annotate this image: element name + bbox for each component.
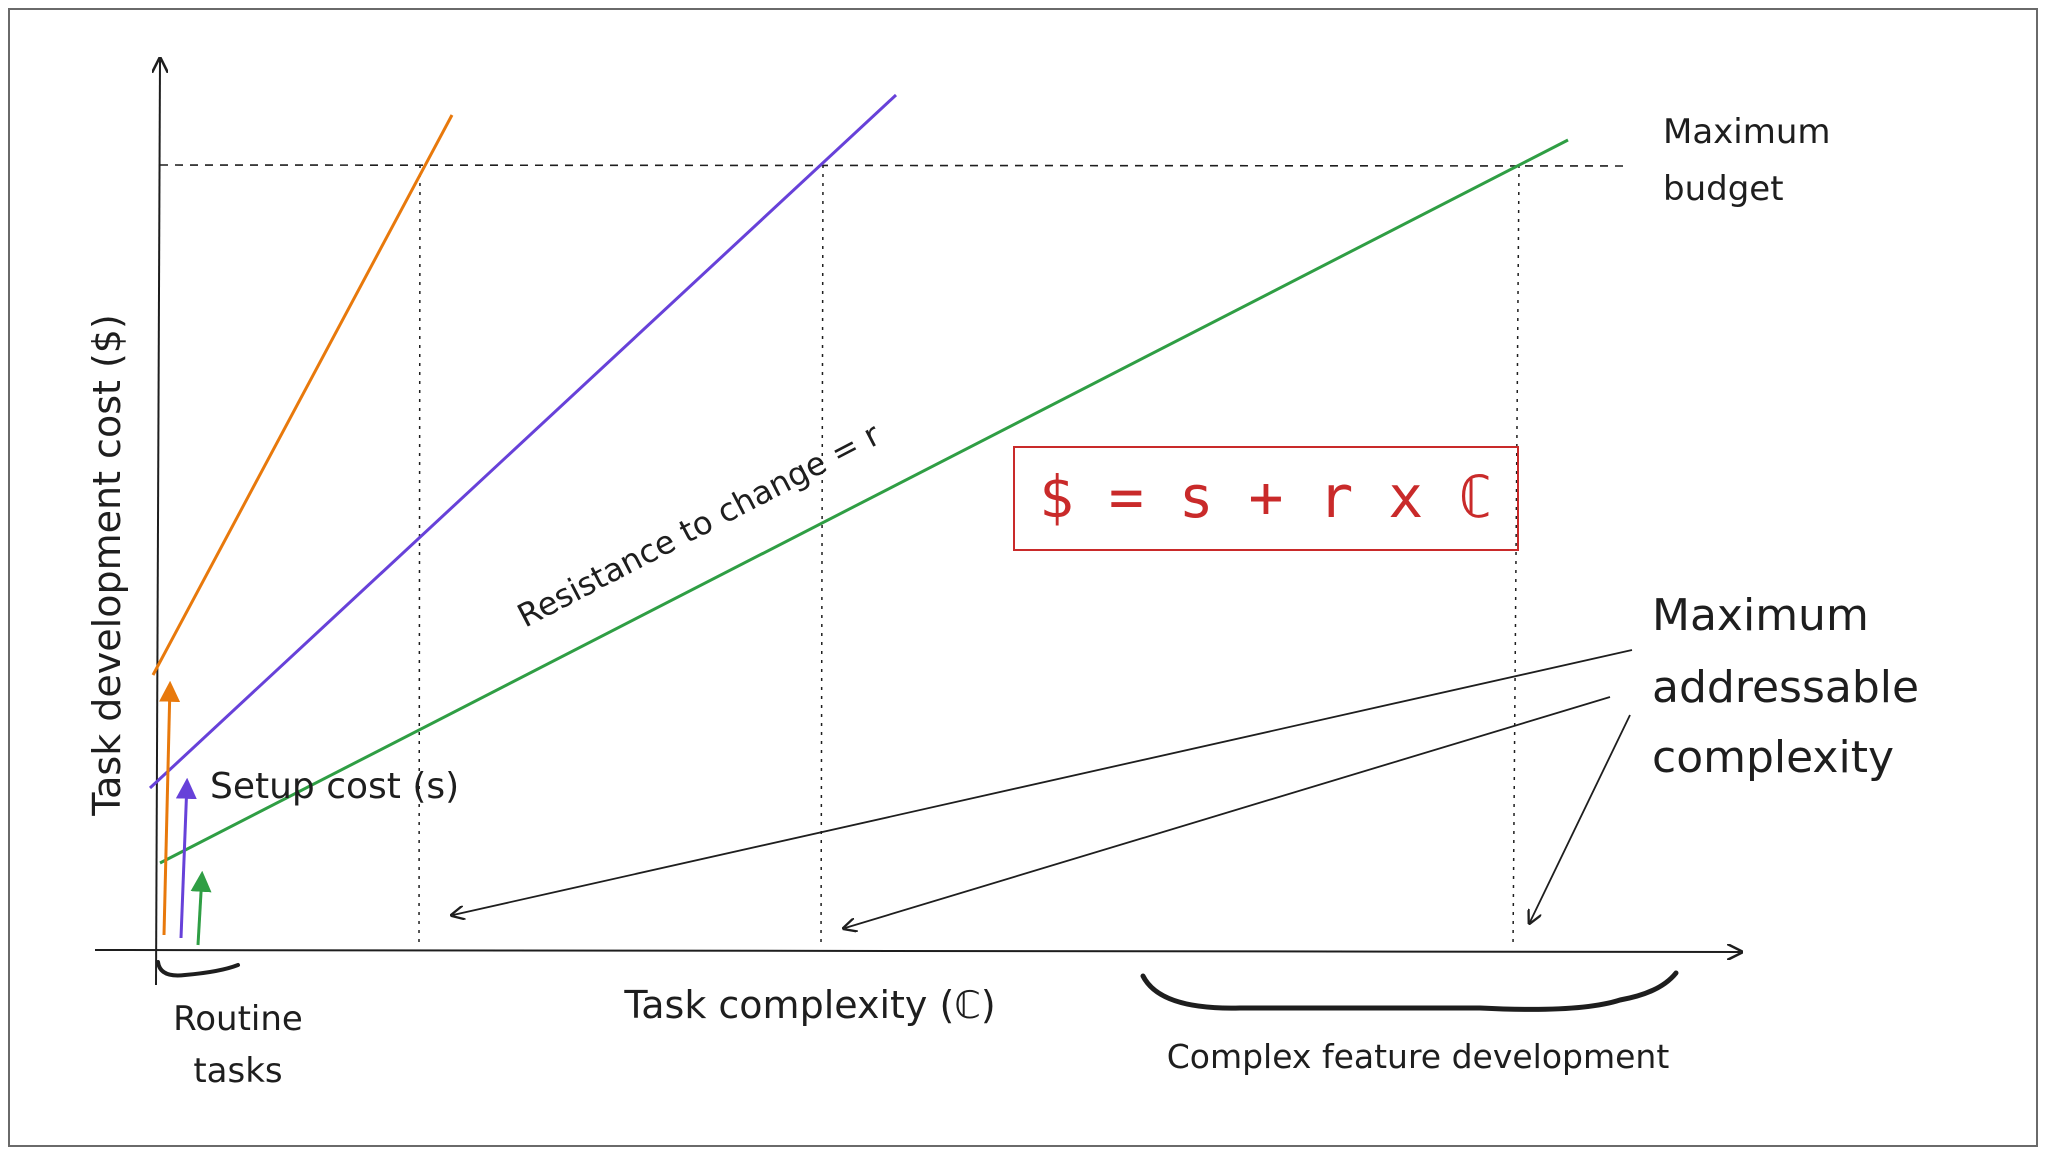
slope-label: Resistance to change = r	[511, 415, 887, 635]
purple-limit-marker	[820, 164, 824, 946]
green-setup-arrow	[190, 870, 212, 946]
complex-feature-brace	[1140, 970, 1679, 1012]
orange-setup-arrow	[159, 680, 181, 936]
diagram-frame	[8, 8, 2038, 1147]
orange-cost-line	[151, 114, 454, 676]
routine-tasks-label: Routine	[173, 999, 303, 1039]
complex-feature-label: Complex feature development	[1167, 1037, 1670, 1076]
cost-formula: $ = s + r x ℂ	[1039, 463, 1493, 531]
max-addressable-label: complexity	[1652, 732, 1894, 783]
budget-label: budget	[1663, 169, 1784, 209]
green-limit-marker	[1512, 164, 1520, 949]
y-axis-label: Task development cost ($)	[85, 314, 129, 817]
max-addressable-label: Maximum	[1652, 590, 1869, 641]
x-axis-label: Task complexity (ℂ)	[623, 983, 995, 1027]
y-axis	[156, 60, 160, 986]
x-axis	[94, 950, 1740, 952]
formula-box	[1013, 446, 1519, 551]
green-cost-line	[159, 138, 1569, 865]
budget-line	[159, 164, 1631, 167]
routine-tasks-label: tasks	[193, 1051, 282, 1091]
orange-limit-marker	[418, 164, 421, 946]
setup-cost-label: Setup cost (s)	[210, 766, 459, 807]
max-addressable-label: addressable	[1652, 662, 1919, 713]
routine-tasks-brace	[156, 960, 240, 978]
purple-setup-arrow	[175, 777, 197, 939]
pointer-arrow-purple	[845, 696, 1611, 928]
budget-label: Maximum	[1663, 112, 1831, 152]
purple-cost-line	[148, 93, 898, 790]
pointer-arrow-green	[1530, 714, 1631, 922]
pointer-arrow-orange	[453, 649, 1633, 915]
